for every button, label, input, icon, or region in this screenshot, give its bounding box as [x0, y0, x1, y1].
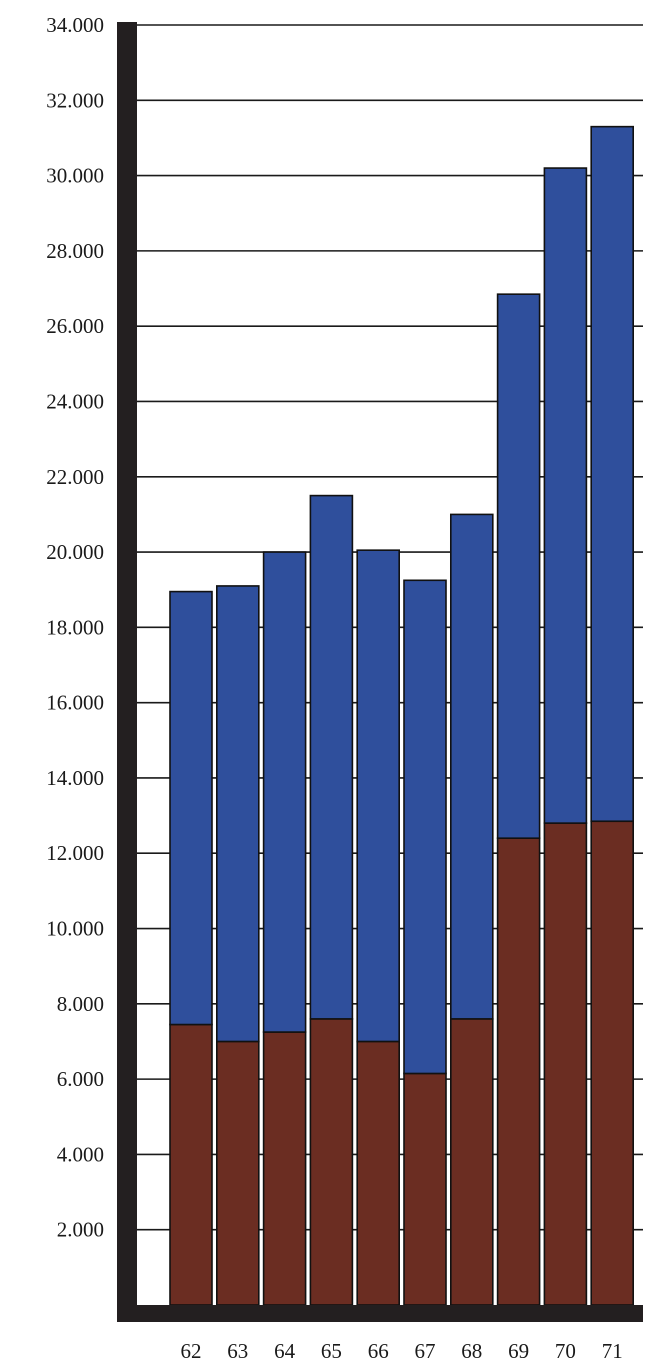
- bar-segment-68-s2: [449, 513, 494, 1020]
- bar-segment-71-s1: [590, 820, 635, 1306]
- bar-segment-67-s2: [403, 579, 447, 1075]
- y-tick-label: 6.000: [57, 1067, 104, 1091]
- bar-segment-65-s1: [309, 1018, 354, 1306]
- y-tick-label: 14.000: [46, 766, 104, 790]
- y-tick-label: 8.000: [57, 992, 104, 1016]
- bar-segment-65-s2: [309, 494, 354, 1020]
- y-tick-label: 4.000: [57, 1142, 104, 1166]
- x-tick-labels: 62 63 64 65 66 67 68 69 70 71: [181, 1339, 623, 1363]
- bar-segment-62-s1: [169, 1023, 213, 1306]
- y-tick-label: 24.000: [46, 389, 104, 413]
- bar-segment-68-s1: [449, 1018, 494, 1306]
- y-tick-label: 2.000: [57, 1218, 104, 1242]
- y-tick-label: 32.000: [46, 88, 104, 112]
- bar-segment-63-s2: [216, 585, 260, 1043]
- x-tick-label: 67: [415, 1339, 436, 1363]
- x-tick-label: 69: [508, 1339, 529, 1363]
- bar-segment-69-s1: [496, 837, 541, 1306]
- y-tick-labels: 2.000 4.000 6.000 8.000 10.000 12.000 14.000 16…: [46, 13, 104, 1242]
- x-tick-label: 66: [368, 1339, 389, 1363]
- bar-segment-64-s1: [262, 1031, 307, 1306]
- y-tick-label: 26.000: [46, 314, 104, 338]
- x-axis: [117, 1305, 643, 1322]
- bar-segment-70-s2: [543, 167, 588, 824]
- y-tick-label: 20.000: [46, 540, 104, 564]
- bars: [169, 125, 635, 1306]
- bar-segment-70-s1: [543, 822, 588, 1306]
- y-axis: [117, 22, 137, 1322]
- y-tick-label: 22.000: [46, 465, 104, 489]
- x-tick-label: 68: [461, 1339, 482, 1363]
- y-tick-label: 16.000: [46, 691, 104, 715]
- bar-segment-69-s2: [496, 293, 541, 839]
- x-tick-label: 71: [602, 1339, 623, 1363]
- bar-segment-67-s1: [403, 1072, 447, 1306]
- bar-segment-62-s2: [169, 590, 213, 1026]
- bar-segment-63-s1: [216, 1040, 260, 1306]
- bar-segment-64-s2: [262, 551, 307, 1033]
- axes: [117, 22, 643, 1322]
- y-tick-label: 12.000: [46, 841, 104, 865]
- bar-segment-66-s2: [356, 549, 401, 1043]
- x-tick-label: 65: [321, 1339, 342, 1363]
- y-tick-label: 30.000: [46, 164, 104, 188]
- x-tick-label: 62: [181, 1339, 202, 1363]
- y-tick-label: 34.000: [46, 13, 104, 37]
- x-tick-label: 63: [227, 1339, 248, 1363]
- bar-segment-71-s2: [590, 125, 635, 823]
- y-tick-label: 18.000: [46, 615, 104, 639]
- bar-segment-66-s1: [356, 1040, 401, 1306]
- y-tick-label: 28.000: [46, 239, 104, 263]
- x-tick-label: 70: [555, 1339, 576, 1363]
- y-tick-label: 10.000: [46, 917, 104, 941]
- x-tick-label: 64: [274, 1339, 296, 1363]
